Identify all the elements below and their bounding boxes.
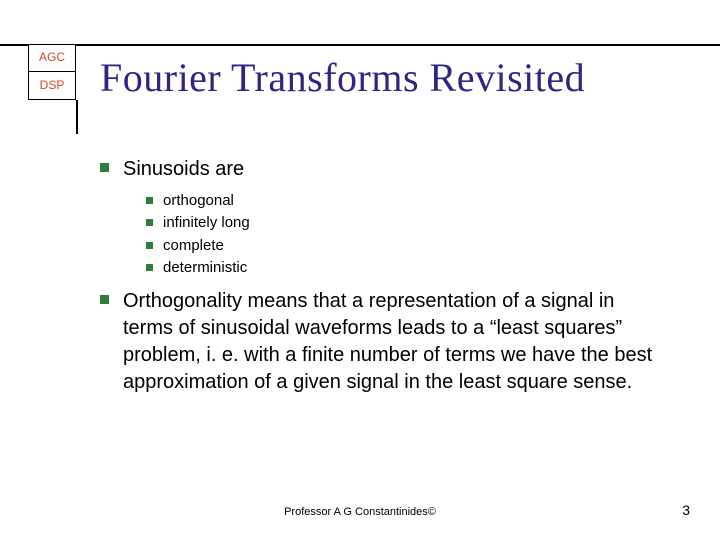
bullet-lvl1: Sinusoids are bbox=[100, 156, 660, 183]
bullet-lvl2: infinitely long bbox=[146, 213, 660, 233]
logo-text-bottom: DSP bbox=[28, 78, 76, 92]
bullet-square-icon bbox=[100, 163, 109, 172]
bullet-lvl2: orthogonal bbox=[146, 191, 660, 211]
bullet-square-icon bbox=[146, 219, 153, 226]
page-number: 3 bbox=[682, 502, 690, 518]
sub-bullet-list: orthogonal infinitely long complete dete… bbox=[146, 191, 660, 278]
slide-content: Sinusoids are orthogonal infinitely long… bbox=[100, 156, 660, 404]
sub-bullet-text: deterministic bbox=[163, 258, 247, 278]
slide-title: Fourier Transforms Revisited bbox=[100, 54, 585, 101]
bullet-text: Sinusoids are bbox=[123, 156, 244, 183]
bullet-lvl1: Orthogonality means that a representatio… bbox=[100, 288, 660, 396]
bullet-text: Orthogonality means that a representatio… bbox=[123, 288, 660, 396]
sub-bullet-text: orthogonal bbox=[163, 191, 234, 211]
logo-divider bbox=[28, 71, 76, 72]
header-vertical-rule bbox=[76, 100, 78, 134]
bullet-square-icon bbox=[146, 197, 153, 204]
bullet-square-icon bbox=[146, 242, 153, 249]
bullet-lvl2: complete bbox=[146, 236, 660, 256]
footer-credit: Professor A G Constantinides© bbox=[0, 506, 720, 518]
sub-bullet-text: complete bbox=[163, 236, 224, 256]
sub-bullet-text: infinitely long bbox=[163, 213, 250, 233]
bullet-square-icon bbox=[146, 264, 153, 271]
bullet-square-icon bbox=[100, 295, 109, 304]
logo-text-top: AGC bbox=[28, 50, 76, 64]
header-rule-right bbox=[76, 44, 720, 46]
bullet-lvl2: deterministic bbox=[146, 258, 660, 278]
